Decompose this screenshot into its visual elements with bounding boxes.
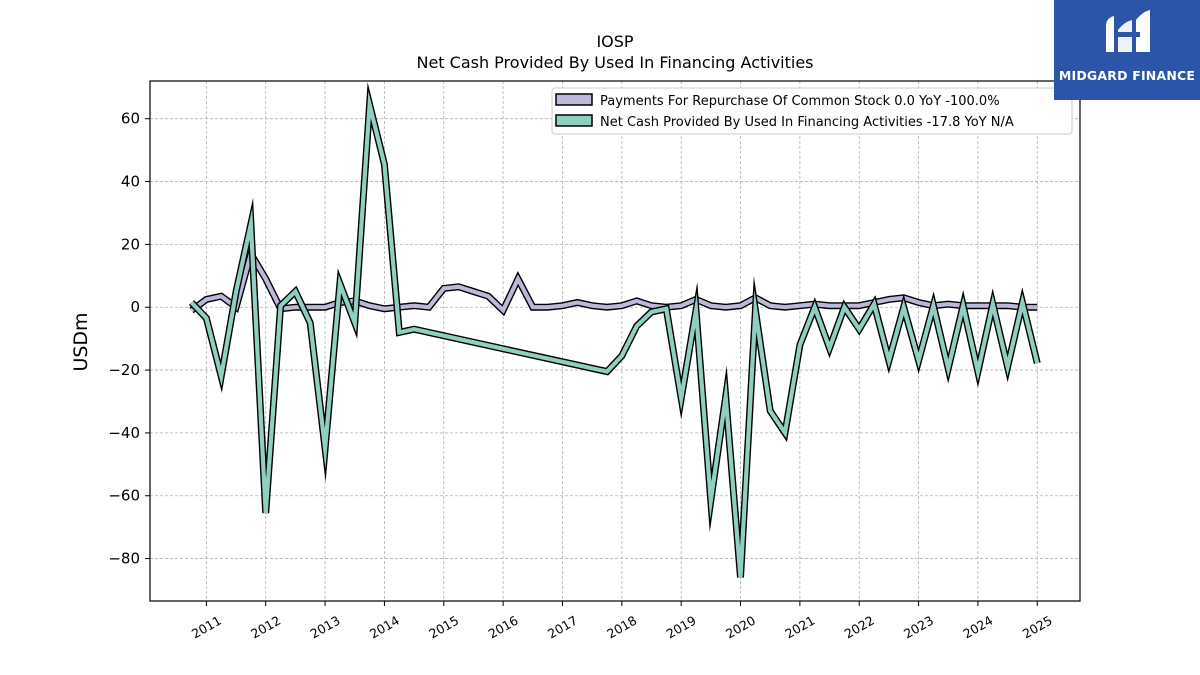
series-0-line (190, 248, 1038, 314)
x-tick-label: 2013 (308, 613, 343, 642)
legend-label-repurchase: Payments For Repurchase Of Common Stock … (600, 94, 1000, 109)
y-tick-label: 40 (121, 173, 140, 191)
y-tick-label: −60 (108, 487, 140, 505)
x-tick-label: 2022 (842, 613, 877, 642)
legend: Payments For Repurchase Of Common Stock … (551, 87, 1073, 135)
y-tick-label: −20 (108, 361, 140, 379)
plot-area (149, 80, 1081, 602)
x-tick-label: 2018 (604, 613, 639, 642)
series-1-outline (188, 82, 1041, 578)
x-tick-label: 2016 (486, 613, 521, 642)
chart-title: IOSP (596, 32, 633, 51)
brand-logo: MIDGARD FINANCE (1054, 0, 1200, 100)
y-tick-label: 20 (121, 235, 140, 253)
legend-label-financing: Net Cash Provided By Used In Financing A… (600, 115, 1014, 130)
logo-mark-icon (1106, 10, 1150, 52)
x-axis: 2011 2012 2013 2014 2015 2016 2017 2018 2019 2020… (189, 601, 1055, 642)
x-tick-label: 2023 (901, 613, 936, 642)
x-tick-label: 2019 (664, 613, 699, 642)
series-1-line (189, 91, 1040, 578)
y-axis-label: USDm (70, 312, 92, 371)
y-tick-label: −80 (108, 550, 140, 568)
x-tick-label: 2024 (960, 613, 995, 642)
x-tick-label: 2025 (1020, 613, 1055, 642)
y-tick-label: 0 (130, 298, 140, 316)
y-axis: 60 40 20 0 −20 −40 −60 −80 (108, 110, 150, 568)
y-tick-label: −40 (108, 424, 140, 442)
chart-subtitle: Net Cash Provided By Used In Financing A… (416, 53, 813, 72)
x-tick-label: 2012 (248, 613, 283, 642)
x-tick-label: 2014 (367, 613, 402, 642)
y-tick-label: 60 (121, 110, 140, 128)
x-tick-label: 2011 (189, 613, 224, 642)
series-layer (188, 82, 1041, 578)
legend-swatch-repurchase (555, 93, 593, 106)
x-tick-label: 2015 (426, 613, 461, 642)
x-tick-label: 2021 (782, 613, 817, 642)
brand-name: MIDGARD FINANCE (1058, 68, 1196, 83)
x-tick-label: 2020 (723, 613, 758, 642)
x-tick-label: 2017 (545, 613, 580, 642)
legend-swatch-financing (555, 114, 593, 127)
legend-box (551, 87, 1073, 135)
